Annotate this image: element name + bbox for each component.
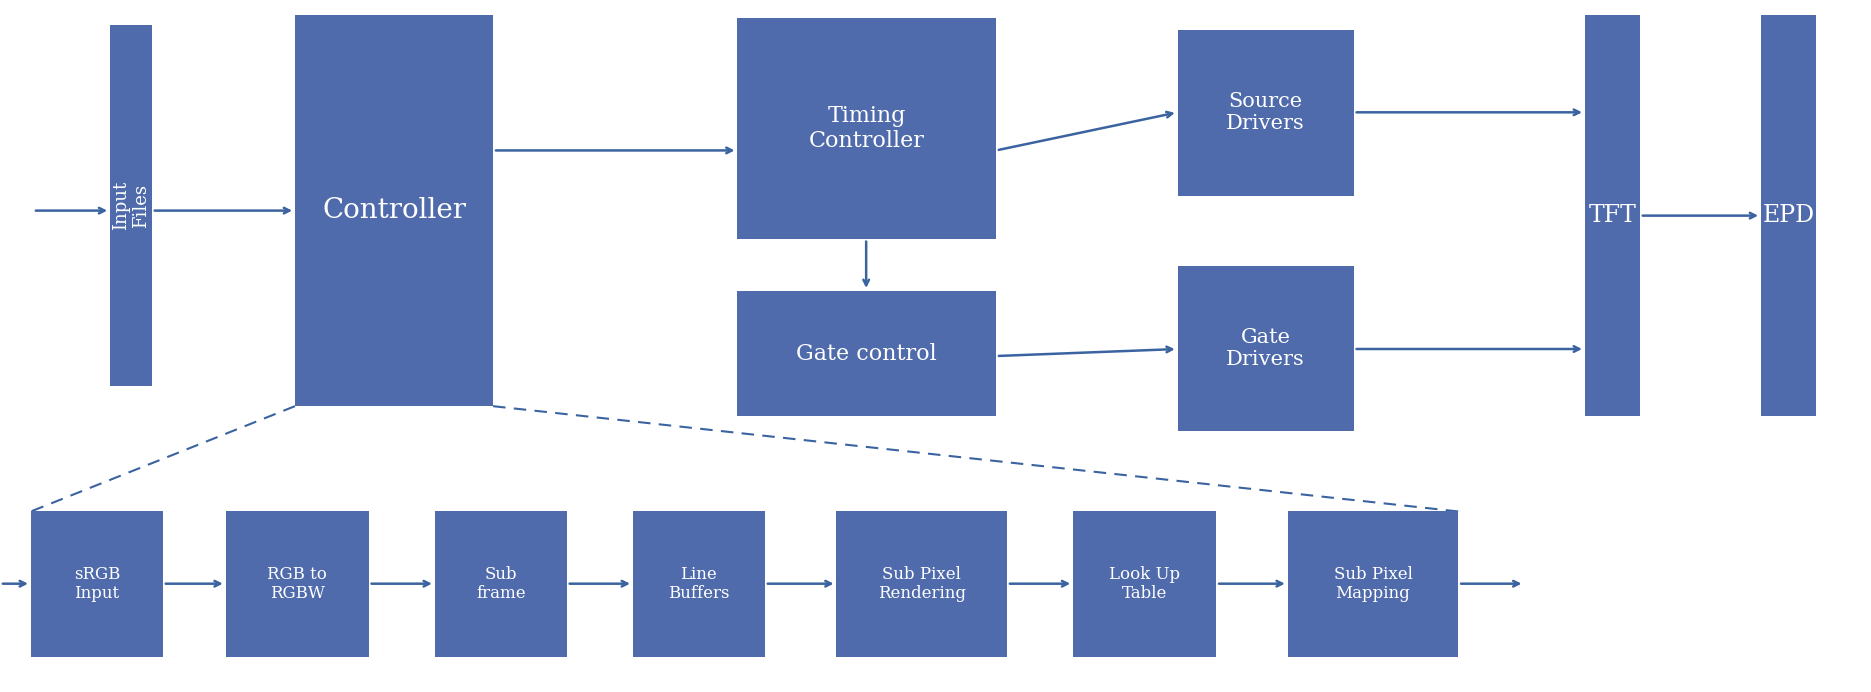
FancyBboxPatch shape xyxy=(1287,511,1458,657)
Text: Controller: Controller xyxy=(322,197,466,224)
FancyBboxPatch shape xyxy=(1177,266,1355,431)
Text: Look Up
Table: Look Up Table xyxy=(1110,566,1181,603)
Text: Timing
Controller: Timing Controller xyxy=(808,104,924,152)
Text: EPD: EPD xyxy=(1762,204,1815,227)
FancyBboxPatch shape xyxy=(434,511,567,657)
Text: Sub Pixel
Mapping: Sub Pixel Mapping xyxy=(1334,566,1413,603)
Text: Gate control: Gate control xyxy=(797,343,937,365)
FancyBboxPatch shape xyxy=(1074,511,1216,657)
FancyBboxPatch shape xyxy=(296,15,494,406)
Text: Line
Buffers: Line Buffers xyxy=(668,566,730,603)
Text: Input
Files: Input Files xyxy=(112,181,150,230)
FancyBboxPatch shape xyxy=(737,18,995,239)
Text: Source
Drivers: Source Drivers xyxy=(1226,92,1306,134)
Text: Gate
Drivers: Gate Drivers xyxy=(1226,328,1306,369)
FancyBboxPatch shape xyxy=(1761,15,1817,416)
FancyBboxPatch shape xyxy=(737,291,995,416)
FancyBboxPatch shape xyxy=(632,511,765,657)
FancyBboxPatch shape xyxy=(30,511,163,657)
FancyBboxPatch shape xyxy=(1585,15,1639,416)
FancyBboxPatch shape xyxy=(836,511,1007,657)
Text: sRGB
Input: sRGB Input xyxy=(73,566,120,603)
FancyBboxPatch shape xyxy=(226,511,369,657)
Text: RGB to
RGBW: RGB to RGBW xyxy=(268,566,327,603)
Text: Sub Pixel
Rendering: Sub Pixel Rendering xyxy=(877,566,965,603)
Text: Sub
frame: Sub frame xyxy=(475,566,526,603)
FancyBboxPatch shape xyxy=(1177,30,1355,196)
FancyBboxPatch shape xyxy=(110,25,152,386)
Text: TFT: TFT xyxy=(1588,204,1637,227)
